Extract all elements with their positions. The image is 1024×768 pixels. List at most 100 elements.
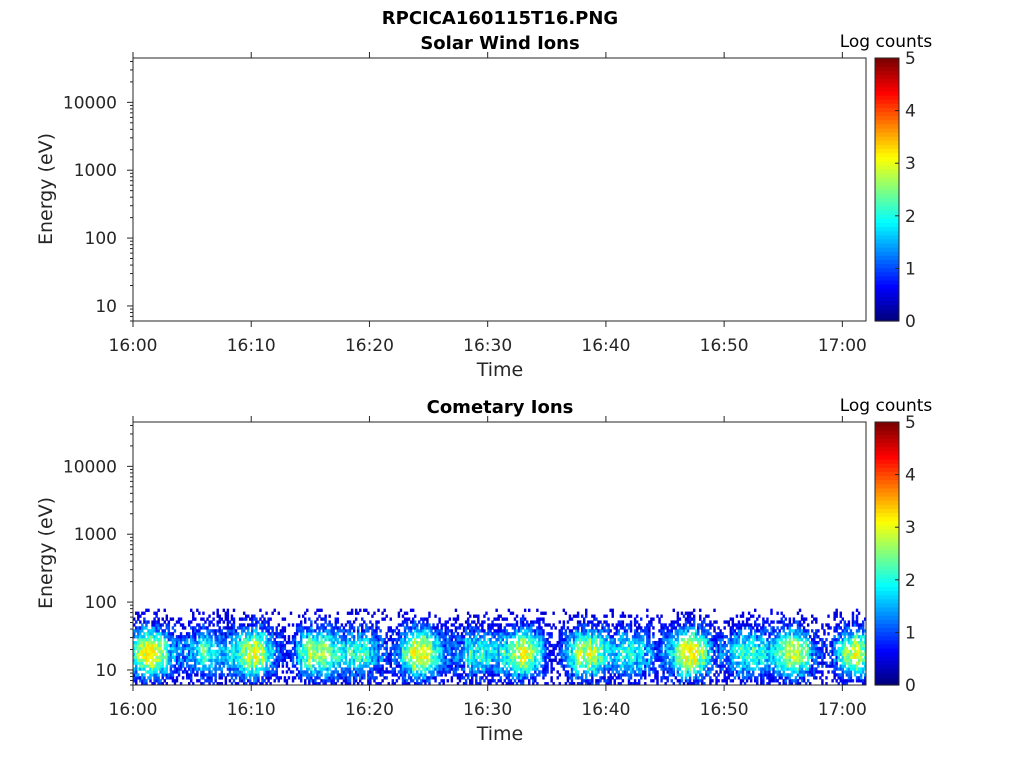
heatmap-cell [369, 670, 372, 674]
heatmap-cell [424, 635, 427, 639]
heatmap-cell [481, 676, 484, 680]
heatmap-cell [448, 629, 452, 633]
heatmap-cell [218, 673, 221, 677]
heatmap-cell [595, 661, 598, 665]
heatmap-cell [487, 626, 490, 630]
heatmap-cell [330, 640, 333, 645]
heatmap-cell [678, 655, 682, 659]
heatmap-cell [151, 658, 154, 662]
heatmap-cell [585, 652, 588, 657]
heatmap-cell [605, 635, 608, 639]
heatmap-cell [511, 626, 515, 630]
heatmap-cell [611, 614, 614, 618]
heatmap-cell [183, 646, 187, 651]
heatmap-cell [338, 655, 342, 659]
heatmap-cell [183, 670, 187, 674]
heatmap-cell [660, 640, 663, 645]
heatmap-cell [173, 638, 177, 642]
heatmap-cell [273, 664, 276, 668]
heatmap-cell [658, 664, 661, 668]
heatmap-cell [297, 626, 301, 630]
heatmap-cell [356, 643, 360, 648]
heatmap-cell [265, 640, 268, 645]
heatmap-cell [684, 629, 688, 633]
heatmap-cell [405, 670, 409, 674]
heatmap-cell [230, 623, 234, 627]
heatmap-cell [198, 649, 201, 654]
heatmap-cell [485, 670, 488, 674]
heatmap-cell [684, 658, 688, 662]
heatmap-cell [591, 629, 594, 633]
heatmap-cell [688, 667, 692, 671]
heatmap-cell [576, 649, 580, 654]
heatmap-cell [395, 679, 399, 683]
heatmap-cell [536, 617, 539, 621]
heatmap-cell [167, 629, 171, 633]
heatmap-cell [686, 655, 690, 659]
colorbar-segment [875, 99, 899, 104]
heatmap-cell [682, 638, 686, 642]
heatmap-cell [668, 643, 671, 648]
heatmap-cell [507, 676, 511, 680]
heatmap-cell [697, 646, 700, 651]
x-tick-label: 16:00 [109, 336, 158, 356]
heatmap-cell [328, 673, 331, 677]
heatmap-cell [475, 673, 478, 677]
heatmap-cell [212, 617, 215, 621]
heatmap-cell [532, 667, 535, 671]
heatmap-cell [316, 608, 319, 612]
heatmap-cell [365, 661, 368, 665]
heatmap-cell [340, 629, 344, 633]
heatmap-cell [448, 667, 452, 671]
heatmap-cell [703, 629, 706, 633]
heatmap-cell [346, 682, 350, 686]
heatmap-cell [336, 664, 340, 668]
heatmap-cell [320, 655, 323, 659]
heatmap-cell [422, 679, 425, 683]
heatmap-cell [442, 632, 445, 636]
heatmap-cell [361, 629, 364, 633]
heatmap-cell [271, 635, 274, 639]
heatmap-cell [397, 632, 401, 636]
heatmap-cell [389, 646, 392, 651]
heatmap-cell [678, 679, 682, 683]
heatmap-cell [344, 682, 348, 686]
heatmap-cell [263, 617, 266, 621]
heatmap-cell [413, 682, 417, 686]
colorbar-segment [875, 181, 899, 186]
heatmap-cell [379, 646, 382, 651]
heatmap-cell [338, 673, 342, 677]
heatmap-cell [420, 623, 423, 627]
heatmap-cell [379, 682, 382, 686]
heatmap-cell [304, 661, 307, 665]
heatmap-cell [511, 632, 515, 636]
heatmap-cell [538, 632, 541, 636]
heatmap-cell [381, 673, 384, 677]
heatmap-cell [283, 655, 287, 659]
heatmap-cell [607, 623, 610, 627]
heatmap-cell [137, 643, 140, 648]
heatmap-cell [489, 629, 492, 633]
heatmap-cell [521, 640, 525, 645]
heatmap-cell [281, 640, 285, 645]
heatmap-cell [397, 646, 401, 651]
heatmap-cell [684, 673, 688, 677]
heatmap-cell [711, 635, 714, 639]
heatmap-cell [216, 649, 219, 654]
heatmap-cell [639, 646, 643, 651]
heatmap-cell [495, 658, 498, 662]
heatmap-cell [452, 658, 456, 662]
heatmap-cell [332, 661, 335, 665]
heatmap-cell [582, 635, 586, 639]
heatmap-cell [289, 670, 293, 674]
heatmap-cell [464, 646, 468, 651]
heatmap-cell [330, 649, 333, 654]
heatmap-cell [458, 635, 462, 639]
heatmap-cell [676, 670, 680, 674]
heatmap-cell [228, 620, 232, 624]
heatmap-cell [230, 649, 234, 654]
heatmap-cell [699, 655, 702, 659]
heatmap-cell [458, 652, 462, 657]
heatmap-cell [570, 670, 574, 674]
heatmap-cell [363, 676, 366, 680]
